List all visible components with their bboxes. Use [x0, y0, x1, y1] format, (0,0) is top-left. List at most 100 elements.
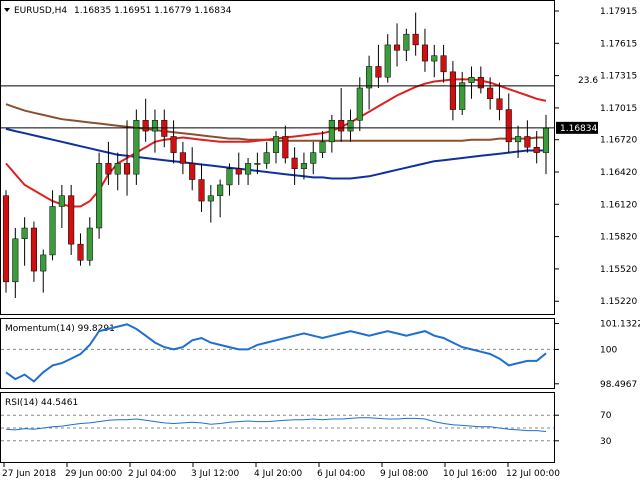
momentum-panel-frame: [0, 318, 555, 389]
candles: [2, 12, 550, 298]
candle-body: [58, 195, 65, 207]
candle-body: [515, 136, 522, 143]
candle-body: [198, 179, 205, 202]
candle: [86, 217, 93, 266]
price-tick-label: 1.15520: [600, 265, 637, 275]
rsi-title: RSI(14) 44.5461: [5, 398, 78, 408]
candle-body: [170, 136, 177, 153]
candle-body: [207, 195, 214, 202]
candle-body: [40, 254, 47, 272]
price-tick-label: 1.16120: [600, 200, 637, 210]
candle-body: [133, 120, 140, 175]
candle-body: [356, 87, 363, 121]
ohlc-label: 1.16835 1.16951 1.16779 1.16834: [74, 6, 232, 16]
candle-body: [105, 163, 112, 175]
candle-body: [366, 66, 373, 89]
candle-body: [291, 157, 298, 170]
candle-body: [254, 163, 261, 165]
candle: [189, 147, 196, 191]
candle: [105, 141, 112, 185]
sma100-line: [5, 127, 546, 180]
candle-body: [235, 168, 242, 175]
price-axis: 1.17915 1.17615 1.17315 1.17015 1.16720 1.164…: [555, 7, 637, 307]
time-tick-label: 3 Jul 12:00: [191, 469, 240, 479]
candle-body: [151, 120, 159, 132]
candle: [198, 163, 205, 212]
candle: [282, 125, 289, 164]
rsi-panel: RSI(14) 44.5461 70 30: [0, 392, 612, 463]
price-tick-label: 1.17015: [600, 104, 637, 114]
candle: [49, 190, 56, 261]
candle-body: [384, 44, 391, 78]
candle: [2, 190, 10, 293]
candle: [291, 147, 298, 185]
candle: [77, 233, 84, 266]
candle-body: [49, 206, 56, 256]
candle: [58, 184, 65, 228]
candle: [459, 71, 466, 115]
price-tick-label: 1.15220: [600, 297, 637, 307]
candle-body: [319, 141, 326, 153]
candle-body: [245, 163, 252, 175]
candle: [207, 184, 214, 223]
momentum-tick-label: 101.1322: [600, 320, 640, 330]
candle: [449, 61, 456, 121]
candle-body: [347, 120, 354, 132]
rsi-tick-label: 70: [600, 411, 612, 421]
candle-body: [2, 195, 10, 283]
candle-body: [68, 195, 75, 245]
candle: [68, 184, 75, 255]
candle: [393, 23, 401, 67]
time-tick-label: 12 Jul 00:00: [506, 469, 560, 479]
price-panel: EURUSD,H4 1.16835 1.16951 1.16779 1.1683…: [0, 0, 637, 315]
candle: [151, 109, 159, 153]
candle: [421, 28, 429, 72]
momentum-tick-label: 98.4967: [600, 380, 637, 390]
candle-body: [226, 168, 233, 186]
candle-body: [440, 55, 447, 73]
candle-body: [431, 55, 438, 62]
candle: [505, 93, 512, 153]
candle: [319, 131, 326, 158]
candle: [226, 163, 233, 196]
price-tick-label: 1.16720: [600, 136, 637, 146]
candle: [431, 44, 438, 78]
candle-body: [123, 163, 131, 175]
candle: [217, 179, 224, 218]
candle: [263, 141, 270, 169]
candle-body: [403, 33, 410, 51]
candle: [30, 221, 37, 282]
current-price-label: 1.16834: [560, 124, 597, 134]
candle-body: [161, 120, 168, 137]
candle-body: [263, 152, 270, 164]
candle: [114, 152, 121, 191]
candle-body: [300, 163, 307, 170]
price-tick-label: 1.17315: [600, 72, 637, 82]
candle: [384, 34, 391, 83]
candle: [487, 77, 494, 110]
rsi-axis: 70 30: [1, 411, 612, 447]
candle-body: [21, 227, 28, 240]
candle-body: [468, 76, 475, 83]
candle: [123, 120, 131, 196]
candle-body: [282, 136, 289, 159]
candle-body: [393, 44, 401, 51]
candle-body: [449, 71, 456, 110]
triangle-down-icon: [4, 8, 10, 12]
time-tick-label: 4 Jul 20:00: [254, 469, 303, 479]
candle: [328, 114, 335, 153]
candle: [347, 109, 354, 142]
candle: [179, 141, 186, 175]
price-tick-label: 1.17615: [600, 39, 637, 49]
symbol-label: EURUSD,H4: [14, 6, 67, 16]
momentum-line: [5, 323, 547, 383]
candle: [412, 12, 419, 56]
candle: [477, 66, 484, 94]
time-tick-label: 27 Jun 2018: [2, 469, 56, 479]
candle-body: [142, 120, 149, 132]
candle-body: [412, 33, 419, 46]
momentum-panel: Momentum(14) 99.8291 101.1322 100 98.4967: [0, 318, 640, 390]
price-tick-label: 1.16420: [600, 168, 637, 178]
rsi-tick-label: 30: [600, 437, 612, 447]
